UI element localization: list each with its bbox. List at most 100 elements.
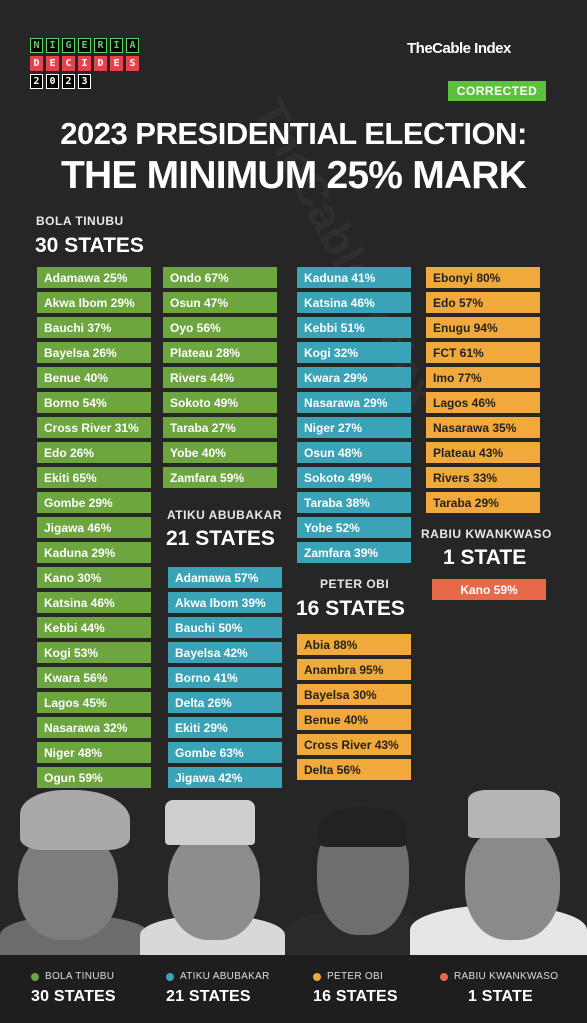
state-result: Bayelsa 30%: [297, 684, 411, 705]
logo-letter: I: [78, 56, 91, 71]
legend-count: 30 STATES: [31, 988, 116, 1005]
obi-name: PETER OBI: [320, 577, 390, 591]
tinubu-states-col-1: Adamawa 25% Akwa Ibom 29% Bauchi 37% Bayels…: [37, 267, 151, 792]
logo-letter: G: [62, 38, 75, 53]
logo-row-1: N I G E R I A: [30, 38, 139, 53]
state-result: Plateau 28%: [163, 342, 277, 363]
state-result: Zamfara 39%: [297, 542, 411, 563]
state-result: Enugu 94%: [426, 317, 540, 338]
state-result: Lagos 45%: [37, 692, 151, 713]
logo-row-2: D E C I D E S: [30, 56, 139, 71]
state-result: Jigawa 46%: [37, 517, 151, 538]
tinubu-states-col-2: Ondo 67% Osun 47% Oyo 56% Plateau 28% Rivers…: [163, 267, 277, 492]
atiku-states-col-1: Adamawa 57% Akwa Ibom 39% Bauchi 50% Bayels…: [168, 567, 282, 792]
legend-item-tinubu: BOLA TINUBU 30 STATES: [31, 971, 116, 1006]
state-result: Delta 56%: [297, 759, 411, 780]
legend-name: PETER OBI: [327, 971, 384, 982]
tinubu-name: BOLA TINUBU: [36, 214, 124, 228]
logo-letter: 2: [30, 74, 43, 89]
state-result: Nasarawa 29%: [297, 392, 411, 413]
logo-letter: R: [94, 38, 107, 53]
legend-name: BOLA TINUBU: [45, 971, 115, 982]
legend-item-kwankwaso: RABIU KWANKWASO 1 STATE: [440, 971, 558, 1006]
corrected-badge: CORRECTED: [448, 81, 546, 101]
tinubu-portrait: [0, 785, 150, 955]
state-result: Katsina 46%: [297, 292, 411, 313]
state-result: Benue 40%: [37, 367, 151, 388]
obi-portrait: [285, 785, 430, 955]
kwankwaso-name: RABIU KWANKWASO: [421, 527, 552, 541]
state-result: Ekiti 29%: [168, 717, 282, 738]
state-result: Kaduna 41%: [297, 267, 411, 288]
state-result: Abia 88%: [297, 634, 411, 655]
state-result: Delta 26%: [168, 692, 282, 713]
state-result: Benue 40%: [297, 709, 411, 730]
state-result: Zamfara 59%: [163, 467, 277, 488]
logo-letter: E: [78, 38, 91, 53]
state-result: Kogi 53%: [37, 642, 151, 663]
state-result: Cross River 31%: [37, 417, 151, 438]
state-result: Kano 59%: [432, 579, 546, 600]
page-title-line-1: 2023 PRESIDENTIAL ELECTION:: [60, 116, 527, 151]
logo-letter: 3: [78, 74, 91, 89]
state-result: FCT 61%: [426, 342, 540, 363]
green-dot-icon: [31, 972, 39, 981]
logo-letter: I: [110, 38, 123, 53]
state-result: Kebbi 44%: [37, 617, 151, 638]
logo-letter: D: [30, 56, 43, 71]
state-result: Akwa Ibom 39%: [168, 592, 282, 613]
state-result: Anambra 95%: [297, 659, 411, 680]
state-result: Kano 30%: [37, 567, 151, 588]
nigeria-decides-logo: N I G E R I A D E C I D E S 2 0 2 3: [30, 38, 139, 92]
state-result: Bauchi 37%: [37, 317, 151, 338]
red-dot-icon: [440, 972, 448, 981]
state-result: Nasarawa 32%: [37, 717, 151, 738]
state-result: Oyo 56%: [163, 317, 277, 338]
state-result: Yobe 52%: [297, 517, 411, 538]
kwankwaso-portrait: [410, 785, 587, 955]
state-result: Bauchi 50%: [168, 617, 282, 638]
logo-letter: E: [110, 56, 123, 71]
state-result: Rivers 33%: [426, 467, 540, 488]
legend-count: 16 STATES: [313, 988, 398, 1005]
atiku-states-col-2: Kaduna 41% Katsina 46% Kebbi 51% Kogi 32% Kw…: [297, 267, 411, 567]
state-result: Nasarawa 35%: [426, 417, 540, 438]
state-result: Taraba 27%: [163, 417, 277, 438]
state-result: Osun 48%: [297, 442, 411, 463]
state-result: Yobe 40%: [163, 442, 277, 463]
logo-row-3: 2 0 2 3: [30, 74, 139, 89]
atiku-name: ATIKU ABUBAKAR: [167, 508, 282, 522]
state-result: Niger 48%: [37, 742, 151, 763]
kwankwaso-states-col-1: Kano 59%: [432, 579, 546, 604]
state-result: Kwara 56%: [37, 667, 151, 688]
logo-letter: I: [46, 38, 59, 53]
state-result: Edo 26%: [37, 442, 151, 463]
state-result: Taraba 38%: [297, 492, 411, 513]
state-result: Kwara 29%: [297, 367, 411, 388]
state-result: Borno 41%: [168, 667, 282, 688]
state-result: Jigawa 42%: [168, 767, 282, 788]
logo-letter: 2: [62, 74, 75, 89]
state-result: Ebonyi 80%: [426, 267, 540, 288]
legend-footer: BOLA TINUBU 30 STATES ATIKU ABUBAKAR 21 …: [0, 955, 587, 1023]
state-result: Ekiti 65%: [37, 467, 151, 488]
legend-item-atiku: ATIKU ABUBAKAR 21 STATES: [166, 971, 270, 1006]
state-result: Kebbi 51%: [297, 317, 411, 338]
state-result: Bayelsa 26%: [37, 342, 151, 363]
state-result: Plateau 43%: [426, 442, 540, 463]
state-result: Ogun 59%: [37, 767, 151, 788]
blue-dot-icon: [166, 972, 174, 981]
logo-letter: 0: [46, 74, 59, 89]
logo-letter: E: [46, 56, 59, 71]
state-result: Rivers 44%: [163, 367, 277, 388]
state-result: Sokoto 49%: [163, 392, 277, 413]
obi-count: 16 STATES: [296, 597, 405, 620]
state-result: Kogi 32%: [297, 342, 411, 363]
atiku-count: 21 STATES: [166, 527, 275, 550]
state-result: Akwa Ibom 29%: [37, 292, 151, 313]
state-result: Cross River 43%: [297, 734, 411, 755]
thecable-index-brand: TheCable Index: [407, 40, 511, 57]
state-result: Adamawa 57%: [168, 567, 282, 588]
logo-letter: N: [30, 38, 43, 53]
candidate-portraits: [0, 785, 587, 955]
